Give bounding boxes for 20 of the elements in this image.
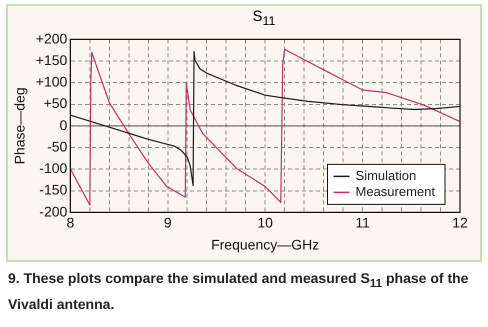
x-tick-label: 8 [66, 214, 74, 231]
chart-title: S$_{11}$ [252, 7, 276, 28]
y-tick-label: -150 [39, 182, 68, 198]
x-tick-label: 9 [164, 214, 172, 231]
y-tick-label: +200 [36, 30, 68, 46]
x-tick-label: 10 [257, 214, 274, 231]
x-tick-label: 11 [355, 214, 370, 231]
y-tick-label: +100 [36, 74, 68, 90]
y-tick-label: -50 [47, 138, 68, 154]
y-tick-label: +150 [36, 52, 68, 68]
legend-label: Simulation [356, 168, 416, 183]
text: 9. These plots compare the simulated and measured S$_{11}$ phase of the Vivaldi antenna. [8, 270, 468, 312]
y-tick-label: -200 [39, 203, 68, 220]
legend-label: Measurement [356, 184, 436, 199]
y-tick-label: -100 [39, 160, 68, 176]
x-tick-label: 12 [452, 214, 468, 231]
y-tick-label: 0 [60, 116, 68, 133]
y-tick-label: +50 [44, 95, 68, 112]
y-axis-title: Phase—deg [11, 87, 28, 164]
x-axis-title: Frequency—GHz [211, 236, 320, 252]
